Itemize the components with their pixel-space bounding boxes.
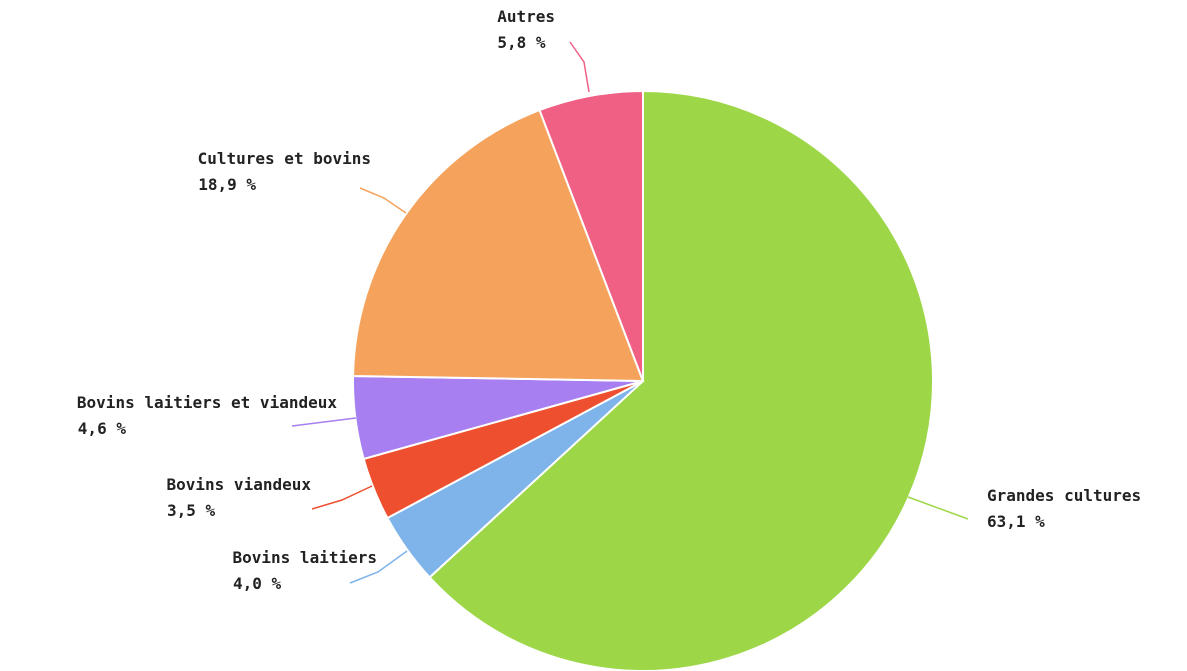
- slice-label-bovins-viandeux: Bovins viandeux: [167, 475, 312, 494]
- leader-line-autres: [569, 41, 590, 93]
- pie-slices: [352, 89, 934, 671]
- pie-slice-cultures-et-bovins[interactable]: [352, 108, 645, 383]
- slice-label-autres: Autres: [497, 7, 555, 26]
- slice-label-bovins-laitiers: Bovins laitiers: [233, 548, 378, 567]
- slice-labels: Grandes cultures 63,1 % Bovins laitiers 4,0…: [77, 7, 1141, 593]
- leader-line-bovins-laitiers-et-viandeux: [291, 417, 357, 427]
- slice-value-autres: 5,8 %: [497, 33, 546, 52]
- slice-value-cultures-et-bovins: 18,9 %: [198, 175, 256, 194]
- leader-lines: [291, 41, 969, 584]
- slice-value-bovins-viandeux: 3,5 %: [167, 501, 216, 520]
- slice-value-grandes-cultures: 63,1 %: [987, 512, 1045, 531]
- pie-slice-autres[interactable]: [538, 89, 644, 382]
- leader-line-cultures-et-bovins: [359, 187, 407, 214]
- leader-line-grandes-cultures: [907, 496, 969, 520]
- slice-label-grandes-cultures: Grandes cultures: [987, 486, 1141, 505]
- leader-line-bovins-viandeux: [311, 485, 373, 510]
- slice-value-bovins-laitiers: 4,0 %: [233, 574, 282, 593]
- slice-label-cultures-et-bovins: Cultures et bovins: [198, 149, 371, 168]
- slice-value-bovins-laitiers-et-viandeux: 4,6 %: [78, 419, 127, 438]
- leader-line-bovins-laitiers: [349, 550, 408, 584]
- slice-label-bovins-laitiers-et-viandeux: Bovins laitiers et viandeux: [77, 393, 337, 412]
